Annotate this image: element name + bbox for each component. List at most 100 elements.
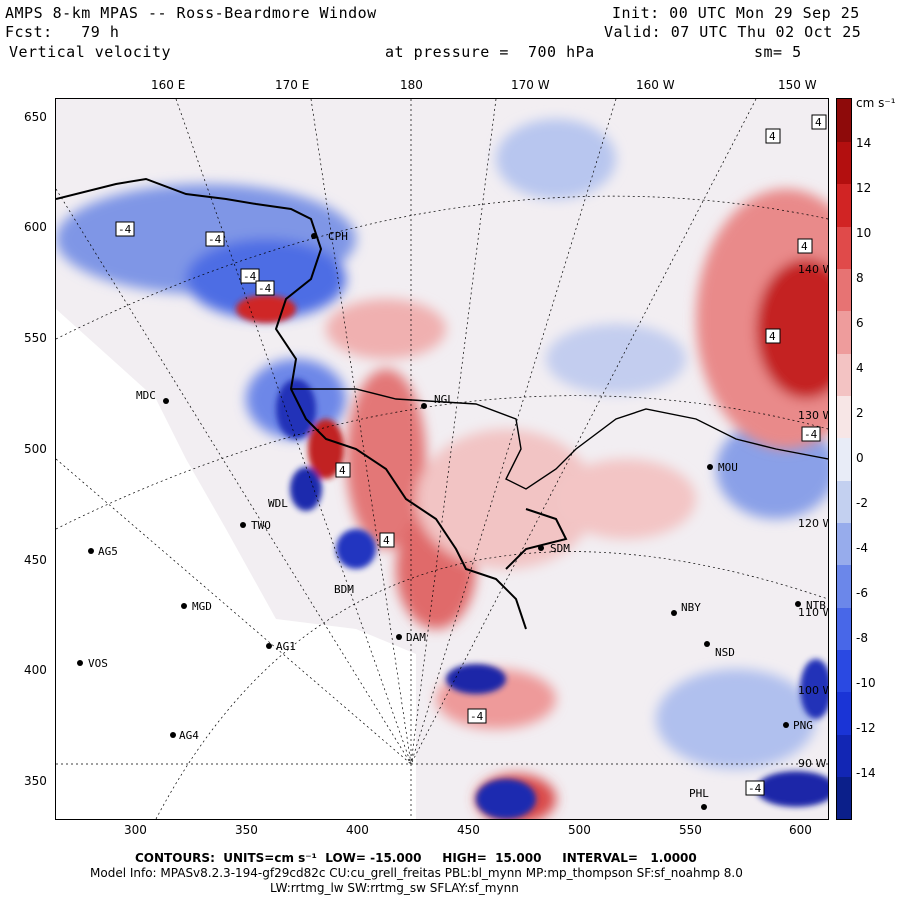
header-field: Vertical velocity — [9, 43, 172, 61]
station-label: WDL — [268, 497, 288, 510]
colorbar-segment — [837, 141, 851, 185]
contour-label: 4 — [769, 330, 776, 343]
colorbar-tick-label: -10 — [856, 676, 876, 690]
station-label: NSD — [715, 646, 735, 659]
contour-label: 4 — [769, 130, 776, 143]
station-label: AG1 — [276, 640, 296, 653]
bottom-axis-label: 400 — [346, 823, 369, 837]
lon-label: 130 W — [798, 409, 828, 422]
colorbar-segment — [837, 649, 851, 693]
top-axis-label: 150 W — [778, 78, 817, 92]
lon-label: 140 W — [798, 263, 828, 276]
station-label: AG4 — [179, 729, 199, 742]
header-pressure: at pressure = 700 hPa — [385, 43, 595, 61]
graticule — [56, 99, 828, 819]
colorbar-segment — [837, 268, 851, 312]
colorbar-segment — [837, 480, 851, 524]
top-axis-label: 180 — [400, 78, 423, 92]
inner-lon-labels: 140 W 130 W 120 W 110 W 100 W 90 W — [798, 263, 828, 770]
header-forecast: Fcst: 79 h — [5, 23, 120, 41]
station-label: MGD — [192, 600, 212, 613]
left-axis-label: 550 — [24, 331, 47, 345]
colorbar-tick-label: 0 — [856, 451, 864, 465]
contour-labels: -4 -4 -4 4 4 4 4 -4 4 -4 -4 4 -4 — [115, 114, 827, 796]
contour-label: -4 — [243, 270, 257, 283]
colorbar-tick-label: -2 — [856, 496, 868, 510]
left-axis-label: 350 — [24, 774, 47, 788]
lon-label: 100 W — [798, 684, 828, 697]
colorbar-segment — [837, 183, 851, 227]
colorbar-tick-label: 4 — [856, 361, 864, 375]
contour-label: -4 — [804, 428, 818, 441]
station-label: BDM — [334, 583, 354, 596]
top-axis-label: 160 E — [151, 78, 186, 92]
ice-shelf-edge — [291, 388, 828, 490]
left-axis-label: 450 — [24, 553, 47, 567]
colorbar-tick-label: 10 — [856, 226, 872, 240]
contour-label: -4 — [208, 233, 222, 246]
bottom-axis-label: 550 — [679, 823, 702, 837]
colorbar-segment — [837, 776, 851, 820]
colorbar — [836, 98, 852, 820]
station-label: TWO — [251, 519, 271, 532]
left-axis-label: 650 — [24, 110, 47, 124]
colorbar-segment — [837, 734, 851, 778]
bottom-axis-label: 450 — [457, 823, 480, 837]
top-axis-label: 170 W — [511, 78, 550, 92]
header-init: Init: 00 UTC Mon 29 Sep 25 — [612, 4, 860, 22]
bottom-axis-label: 350 — [235, 823, 258, 837]
left-axis-label: 600 — [24, 220, 47, 234]
station-label: CPH — [328, 230, 348, 243]
station-label: AG5 — [98, 545, 118, 558]
contour-label: -4 — [258, 282, 272, 295]
station-label: VOS — [88, 657, 108, 670]
colorbar-segment — [837, 607, 851, 651]
no-data-region — [56, 309, 416, 819]
bottom-axis-label: 500 — [568, 823, 591, 837]
left-axis-label: 400 — [24, 663, 47, 677]
header-title: AMPS 8-km MPAS -- Ross-Beardmore Window — [5, 4, 377, 22]
colorbar-segment — [837, 226, 851, 269]
contour-label: 4 — [339, 464, 346, 477]
station-label: MOU — [718, 461, 738, 474]
footer-contours: CONTOURS: UNITS=cm s⁻¹ LOW= -15.000 HIGH… — [135, 851, 697, 865]
colorbar-tick-label: 8 — [856, 271, 864, 285]
footer-model: Model Info: MPASv8.2.3-194-gf29cd82c CU:… — [90, 866, 743, 880]
stations: CPH MDC NGL WDL TWO AG5 SDM BDM MGD AG1 … — [77, 230, 826, 810]
station-label: MDC — [136, 389, 156, 402]
contour-label: 4 — [815, 116, 822, 129]
contour-label: -4 — [118, 223, 132, 236]
colorbar-tick-label: -12 — [856, 721, 876, 735]
left-axis-label: 500 — [24, 442, 47, 456]
contour-label: -4 — [470, 710, 484, 723]
lon-label: 90 W — [798, 757, 826, 770]
station-label: NGL — [434, 393, 454, 406]
colorbar-segment — [837, 99, 851, 142]
colorbar-segment — [837, 522, 851, 566]
top-axis-label: 160 W — [636, 78, 675, 92]
bottom-axis-label: 600 — [789, 823, 812, 837]
coastline — [56, 177, 527, 630]
colorbar-tick-label: 6 — [856, 316, 864, 330]
vertical-velocity-map: CPH MDC NGL WDL TWO AG5 SDM BDM MGD AG1 … — [55, 98, 829, 820]
colorbar-segment — [837, 564, 851, 608]
bottom-axis-label: 300 — [124, 823, 147, 837]
colorbar-tick-label: 12 — [856, 181, 872, 195]
station-label: PNG — [793, 719, 813, 732]
colorbar-segment — [837, 691, 851, 735]
colorbar-segment — [837, 310, 851, 354]
contour-label: -4 — [748, 782, 762, 795]
footer-model-2: LW:rrtmg_lw SW:rrtmg_sw SFLAY:sf_mynn — [270, 881, 519, 895]
rising-region — [326, 189, 828, 819]
top-axis-label: 170 E — [275, 78, 310, 92]
header-smoothing: sm= 5 — [754, 43, 802, 61]
lon-label: 120 W — [798, 517, 828, 530]
colorbar-tick-label: -6 — [856, 586, 868, 600]
station-label: PHL — [689, 787, 709, 800]
colorbar-tick-label: 14 — [856, 136, 872, 150]
station-label: NTB — [806, 599, 826, 612]
station-label: SDM — [550, 542, 570, 555]
colorbar-tick-label: -14 — [856, 766, 876, 780]
colorbar-segment — [837, 395, 851, 439]
coastline-inner — [505, 508, 568, 570]
